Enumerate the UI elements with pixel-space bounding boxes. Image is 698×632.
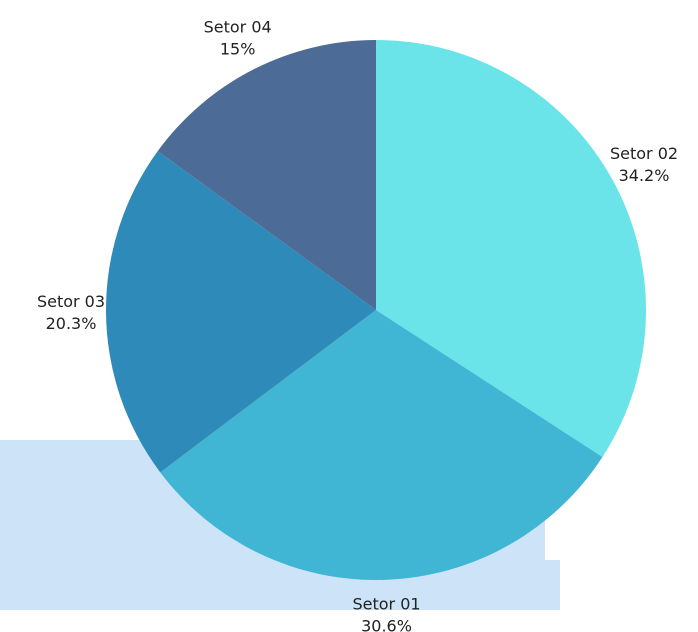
slice-label: Setor 04 [204, 18, 272, 37]
slice-label: Setor 01 [352, 594, 420, 613]
pie-slice [376, 40, 646, 458]
value-label: 30.6% [361, 616, 412, 632]
pie [105, 40, 646, 580]
value-label: 34.2% [619, 166, 670, 185]
pie-slice [160, 310, 603, 580]
slice-label: Setor 03 [37, 292, 105, 311]
pie-slice [157, 40, 376, 310]
value-label: 20.3% [46, 314, 97, 333]
slice-label: Setor 02 [610, 144, 678, 163]
labels: Setor 02 34.2% Setor 01 30.6% Setor 03 20.3% S… [37, 18, 678, 632]
value-label: 15% [220, 40, 256, 59]
pie-slice [105, 151, 377, 473]
